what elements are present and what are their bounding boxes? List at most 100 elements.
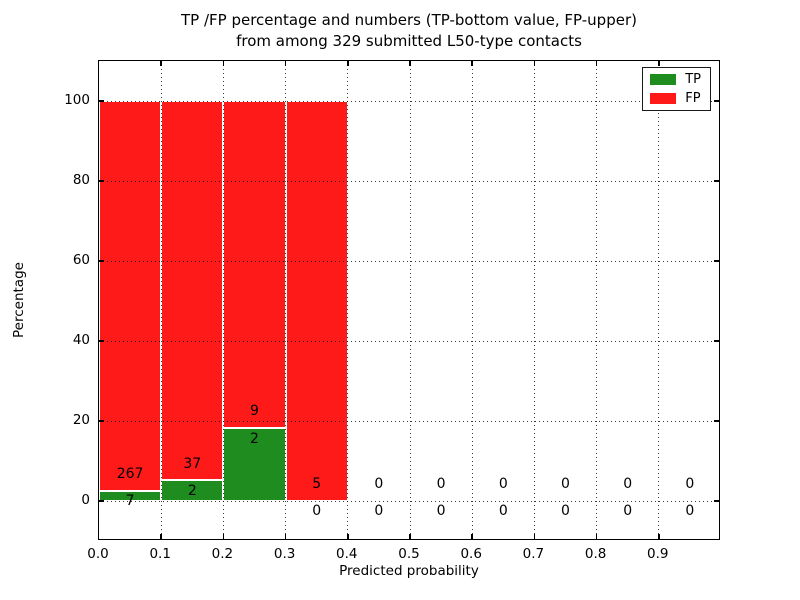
bar-fp-segment: [161, 101, 224, 481]
fp-count-label: 0: [498, 476, 508, 493]
gridline-horizontal: [99, 181, 719, 182]
tick-mark-x-top: [347, 61, 349, 66]
legend-swatch-tp: [650, 74, 677, 85]
tick-mark-x-bottom: [347, 534, 349, 539]
x-tick-label: 0.4: [336, 546, 358, 562]
gridline-horizontal: [99, 261, 719, 262]
gridline-vertical: [222, 61, 224, 539]
tick-mark-x-bottom: [595, 534, 598, 539]
x-tick-label: 0.3: [273, 546, 296, 562]
bar-fp-segment: [99, 101, 162, 491]
tick-mark-x-top: [595, 61, 598, 66]
tp-count-label: 2: [250, 430, 259, 447]
tick-mark-x-bottom: [222, 534, 225, 539]
gridline-vertical: [160, 61, 162, 539]
x-tick-label: 0.7: [522, 546, 545, 562]
fp-count-label: 267: [116, 466, 144, 482]
stacked-bar: [223, 101, 286, 501]
tick-mark-x-bottom: [658, 534, 660, 539]
x-tick-label: 0.9: [647, 546, 669, 562]
tp-count-label: 7: [125, 493, 135, 510]
y-tick-label: 20: [72, 412, 90, 428]
fp-count-label: 5: [312, 476, 322, 493]
fp-count-label: 0: [623, 476, 633, 493]
fp-count-label: 0: [374, 476, 384, 493]
stacked-bar: [285, 101, 348, 501]
tick-mark-y-right: [714, 500, 719, 502]
x-tick-label: 0.0: [87, 546, 109, 562]
chart-title: TP /FP percentage and numbers (TP-bottom…: [98, 10, 720, 52]
gridline-vertical: [596, 61, 598, 539]
tick-mark-x-top: [409, 61, 411, 66]
legend-item-fp: FP: [650, 92, 701, 105]
bar-tp-segment: [223, 428, 286, 501]
legend-label-tp: TP: [685, 72, 701, 87]
y-tick-label: 40: [72, 332, 90, 348]
x-tick-label: 0.1: [149, 546, 171, 562]
tick-mark-y-left: [99, 100, 104, 102]
gridline-horizontal: [99, 341, 719, 342]
tick-mark-y-left: [99, 260, 104, 262]
x-tick-label: 0.6: [460, 546, 482, 562]
tick-mark-x-top: [222, 61, 225, 66]
gridline-vertical: [409, 61, 411, 539]
tick-mark-y-left: [99, 500, 104, 502]
tick-mark-x-top: [658, 61, 660, 66]
gridline-horizontal: [99, 501, 719, 502]
bar-tp-segment: [99, 490, 162, 501]
x-tick-label: 0.5: [398, 546, 420, 562]
tick-mark-x-top: [471, 61, 473, 66]
gridline-horizontal: [99, 101, 719, 102]
stacked-bar: [161, 101, 224, 501]
gridline-vertical: [347, 61, 349, 539]
legend-label-fp: FP: [685, 91, 701, 106]
tp-count-label: 0: [498, 503, 508, 520]
y-tick-label: 100: [64, 92, 90, 108]
y-tick-label: 80: [72, 172, 90, 188]
tick-mark-x-top: [533, 61, 536, 66]
chart-title-line1: TP /FP percentage and numbers (TP-bottom…: [181, 11, 637, 29]
fp-count-label: 37: [183, 455, 202, 472]
y-tick-label: 0: [81, 492, 90, 508]
tick-mark-x-bottom: [160, 534, 162, 539]
bar-fp-segment: [285, 101, 348, 501]
gridline-vertical: [658, 61, 660, 539]
stacked-bar: [99, 101, 162, 501]
legend-item-tp: TP: [650, 73, 701, 86]
plot-area: 267 7 37 2 9 2 5 0 0 0 0 0 0 0 0 0 0 0 0 0 TP FP: [98, 60, 720, 540]
tick-mark-x-bottom: [533, 534, 536, 539]
legend: TP FP: [642, 67, 711, 111]
legend-swatch-fp: [650, 93, 677, 104]
tick-mark-y-right: [714, 180, 719, 182]
x-tick-label: 0.8: [584, 546, 607, 562]
x-axis-label: Predicted probability: [339, 563, 479, 579]
gridline-vertical: [533, 61, 535, 539]
fp-count-label: 0: [436, 476, 446, 493]
tick-mark-x-bottom: [471, 534, 473, 539]
fp-count-label: 9: [250, 403, 259, 420]
tick-mark-y-left: [99, 420, 104, 422]
chart-title-line2: from among 329 submitted L50-type contac…: [236, 32, 582, 50]
tp-count-label: 0: [374, 503, 384, 520]
tp-count-label: 2: [187, 482, 197, 499]
tick-mark-y-right: [714, 420, 719, 422]
gridline-vertical: [285, 61, 287, 539]
tick-mark-y-right: [714, 100, 719, 102]
y-tick-label: 60: [72, 252, 90, 268]
tick-mark-x-top: [284, 61, 287, 66]
tick-mark-y-right: [714, 260, 719, 262]
tick-mark-y-right: [714, 340, 719, 342]
fp-count-label: 0: [685, 476, 695, 493]
tick-mark-y-left: [99, 180, 104, 182]
tp-count-label: 0: [312, 503, 322, 520]
tp-count-label: 0: [685, 503, 695, 520]
y-axis-label: Percentage: [11, 262, 27, 338]
tick-mark-x-bottom: [409, 534, 411, 539]
x-tick-label: 0.2: [211, 546, 234, 562]
fp-count-label: 0: [561, 476, 570, 493]
bar-tp-segment: [161, 480, 224, 501]
gridline-vertical: [471, 61, 473, 539]
bar-fp-segment: [223, 101, 286, 429]
tp-count-label: 0: [436, 503, 446, 520]
